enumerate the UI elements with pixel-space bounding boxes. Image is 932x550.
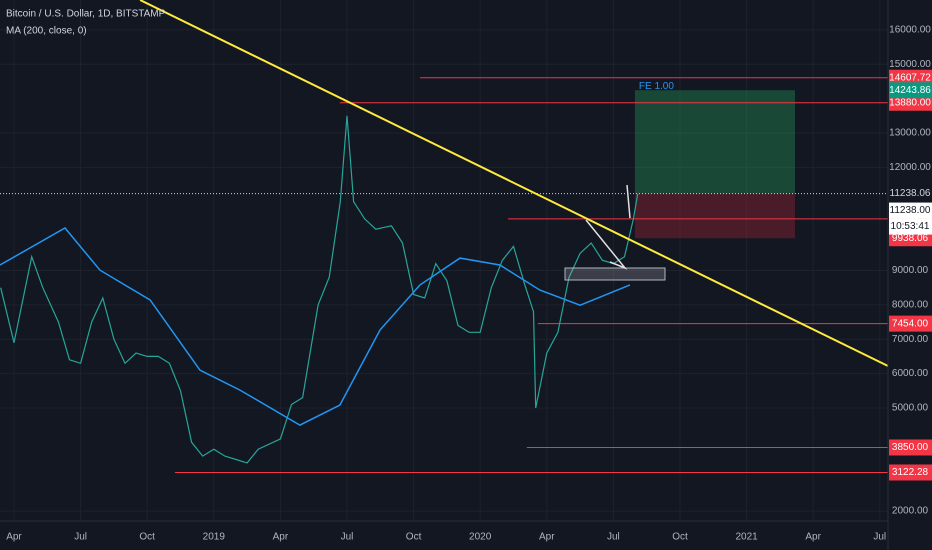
x-tick-label: Jul xyxy=(607,532,620,543)
level-label: 3122.28 xyxy=(892,467,929,478)
chart-title: Bitcoin / U.S. Dollar, 1D, BITSTAMP xyxy=(6,9,166,20)
y-tick-label: 7000.00 xyxy=(892,334,929,345)
x-tick-label: Apr xyxy=(539,532,555,543)
range-box xyxy=(564,267,666,281)
y-tick-label: 15000.00 xyxy=(889,59,931,70)
x-tick-label: Oct xyxy=(406,532,422,543)
y-tick-label: 5000.00 xyxy=(892,403,929,414)
y-tick-label: 12000.00 xyxy=(889,162,931,173)
level-label: 7454.00 xyxy=(892,318,929,329)
position-label-bg xyxy=(889,185,932,202)
price-line-series xyxy=(0,115,639,464)
x-tick-label: Oct xyxy=(139,532,155,543)
level-label-bg xyxy=(889,69,932,86)
axis-note: 10:53:41 xyxy=(891,221,930,232)
position-label: 9938.06 xyxy=(892,233,929,244)
position-label-bg xyxy=(889,82,932,99)
level-label-bg xyxy=(889,315,932,332)
x-tick-label: Jul xyxy=(74,532,87,543)
axis: Apr Jul Oct 2019 Apr Jul Oct 2020 Apr Jul Oct 2021 A… xyxy=(6,25,932,543)
y-tick-label: 8000.00 xyxy=(892,299,929,310)
axis-note: 11238.00 xyxy=(890,205,931,216)
level-label: 3850.00 xyxy=(892,442,929,453)
x-tick-label: Apr xyxy=(6,532,22,543)
trendline xyxy=(139,0,889,367)
y-tick-label: 9000.00 xyxy=(892,265,929,276)
grid xyxy=(0,0,888,520)
y-tick-label: 6000.00 xyxy=(892,368,929,379)
level-label-bg xyxy=(889,464,932,481)
y-tick-label: 2000.00 xyxy=(892,506,929,517)
x-tick-label: Jul xyxy=(341,532,354,543)
level-label: 14607.72 xyxy=(889,72,931,83)
x-tick-label: Jul xyxy=(873,532,886,543)
level-label-bg xyxy=(889,439,932,456)
x-tick-label: 2021 xyxy=(735,532,758,543)
axis-note-bg xyxy=(889,218,932,235)
y-tick-label: 13000.00 xyxy=(889,128,931,139)
axis-note-bg xyxy=(889,202,932,219)
level-label-bg xyxy=(889,94,932,111)
y-tick-label: 16000.00 xyxy=(889,25,931,36)
target-zone xyxy=(634,90,795,194)
position-label: 14243.86 xyxy=(889,85,931,96)
x-tick-label: 2020 xyxy=(469,532,492,543)
x-tick-label: 2019 xyxy=(203,532,226,543)
plot: FE 1.00 xyxy=(0,0,889,473)
position-label: 11238.06 xyxy=(890,188,931,199)
x-tick-label: Apr xyxy=(805,532,821,543)
level-label: 13880.00 xyxy=(889,97,931,108)
stop-zone xyxy=(634,193,795,239)
ma-line xyxy=(0,227,631,426)
x-tick-label: Apr xyxy=(273,532,289,543)
annotation: FE 1.00 xyxy=(639,81,674,92)
x-tick-label: Oct xyxy=(672,532,688,543)
drawing xyxy=(626,184,631,219)
ma-legend: MA (200, close, 0) xyxy=(6,26,87,37)
drawing xyxy=(585,219,628,270)
